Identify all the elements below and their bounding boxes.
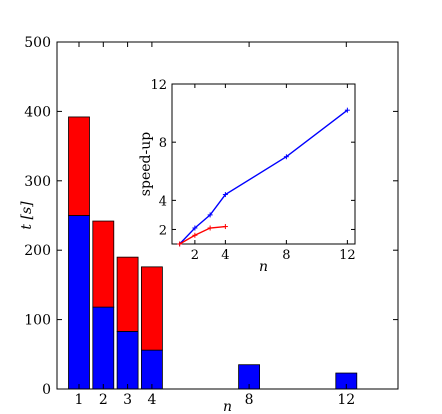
bar-4-series2 [140,266,163,351]
x-tick-label: 3 [123,392,132,408]
inset-y-axis-label: speed-up [138,132,154,196]
inset-x-axis-label: n [259,259,268,275]
inset-point-series2-n4 [222,224,228,230]
y-tick-label: 300 [24,174,51,190]
inset-plot-frame [171,83,356,245]
inset-point-series1-n8 [283,154,289,160]
bar-3-series2 [116,256,139,332]
inset-y-tick-label: 4 [159,194,167,209]
y-tick-label: 500 [24,35,51,51]
y-axis-label: t [s] [19,201,35,230]
bar-2-series1 [92,306,115,390]
y-tick-label: 200 [24,243,51,259]
inset-x-tick-label: 4 [221,248,229,263]
main-plot-frame [56,41,399,390]
bar-3-series1 [116,330,139,390]
inset-point-series1-n12 [344,107,350,113]
y-tick-label: 100 [24,313,51,329]
inset-x-tick-label: 12 [339,248,356,263]
y-tick-label: 400 [24,104,51,120]
x-tick-label: 4 [147,392,156,408]
x-tick-label: 12 [337,392,355,408]
x-axis-label: n [223,399,232,414]
bar-2-series2 [92,220,115,308]
x-tick-label: 8 [245,392,254,408]
x-tick-label: 2 [99,392,108,408]
inset-point-series1-n3 [207,212,213,218]
inset-speedup-chart: 2 4 8 12 2 4 8 12 n speed-up [138,78,356,275]
bar-4-series1 [140,349,163,390]
inset-point-series2-n1 [177,241,183,247]
inset-y-tick-label: 12 [150,78,167,93]
inset-y-tick-label: 8 [159,136,167,151]
bar-1-series2 [68,116,90,216]
inset-x-tick-label: 2 [191,248,199,263]
bar-1-series1 [68,215,90,390]
inset-point-series2-n2 [192,232,198,238]
inset-line-series2 [179,225,226,245]
x-tick-label: 1 [75,392,84,408]
inset-x-tick-label: 8 [282,248,290,263]
inset-line-series1 [179,109,348,245]
inset-point-series1-n2 [192,225,198,231]
inset-point-series1-n4 [222,192,228,198]
inset-point-series2-n3 [207,225,213,231]
inset-y-tick-label: 2 [159,223,167,238]
y-tick-label: 0 [42,382,51,398]
